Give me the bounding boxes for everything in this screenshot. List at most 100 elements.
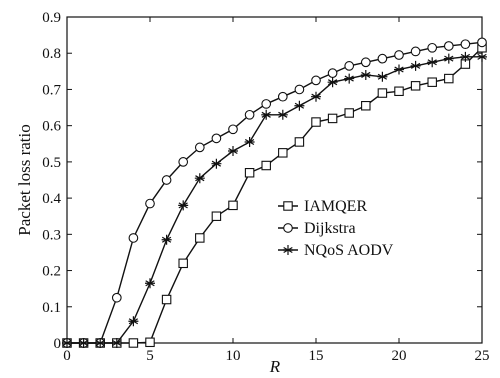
legend-label: Dijkstra <box>304 220 356 237</box>
data-point <box>161 175 172 185</box>
data-point <box>261 109 272 120</box>
data-point <box>145 337 155 348</box>
legend-marker <box>283 223 293 233</box>
data-point <box>161 294 172 305</box>
data-point <box>311 117 321 127</box>
data-point <box>443 41 454 51</box>
data-point <box>128 316 139 327</box>
legend-label: NQoS AODV <box>304 242 394 259</box>
data-point <box>194 142 205 153</box>
data-point <box>145 198 155 209</box>
series-line <box>67 47 483 344</box>
legend-item: NQoS AODV <box>278 242 394 259</box>
data-point <box>211 133 222 144</box>
data-point <box>327 113 338 124</box>
data-point <box>394 64 404 75</box>
data-point <box>427 42 438 53</box>
legend-marker <box>283 245 293 255</box>
y-axis-label: Packet loss ratio <box>15 124 34 235</box>
data-point <box>161 234 172 245</box>
data-point <box>460 39 471 50</box>
data-point <box>360 57 371 68</box>
data-point <box>228 146 238 157</box>
data-point <box>278 148 288 158</box>
data-point <box>228 200 238 211</box>
series-line <box>67 56 482 344</box>
data-point <box>244 168 255 178</box>
data-point <box>277 109 288 120</box>
legend-item: IAMQER <box>278 198 367 215</box>
data-point <box>344 108 354 118</box>
data-point <box>460 51 471 62</box>
data-point <box>78 338 89 348</box>
data-point <box>62 338 72 348</box>
y-tick-label: 0.6 <box>42 119 61 135</box>
y-tick-label: 0.1 <box>42 300 61 316</box>
tick-labels: 0 5 10 15 20 25 0 0.1 0.2 0.3 0.4 0.5 0.6 0.7 0.8 0.9 <box>42 10 489 364</box>
data-point <box>360 69 371 80</box>
data-point <box>178 258 188 269</box>
data-point <box>194 173 205 184</box>
data-point <box>327 77 338 88</box>
series-star <box>62 51 487 348</box>
data-point <box>178 157 189 167</box>
data-point <box>410 81 421 91</box>
y-tick-label: 0.7 <box>42 82 61 98</box>
legend-item: Dijkstra <box>278 220 356 237</box>
y-tick-label: 0.8 <box>42 46 61 62</box>
x-tick-label: 0 <box>63 348 71 364</box>
data-point <box>377 53 388 64</box>
data-point <box>377 88 388 98</box>
data-point <box>344 73 355 84</box>
data-point <box>477 51 487 62</box>
data-point <box>195 233 205 243</box>
data-point <box>394 86 404 97</box>
data-point <box>344 61 355 71</box>
data-point <box>444 73 454 84</box>
data-point <box>294 100 305 111</box>
data-point <box>427 57 438 68</box>
data-point <box>178 200 189 211</box>
data-point <box>244 136 255 147</box>
plot-frame <box>66 16 483 344</box>
data-point <box>377 71 388 82</box>
data-point <box>427 77 437 87</box>
x-tick-label: 25 <box>475 348 490 364</box>
y-tick-label: 0.5 <box>42 155 61 171</box>
series-layer <box>62 37 487 348</box>
data-point <box>244 109 255 120</box>
data-point <box>111 292 122 303</box>
x-tick-label: 20 <box>392 348 407 364</box>
data-point <box>294 84 305 95</box>
x-tick-label: 5 <box>146 348 154 364</box>
legend-label: IAMQER <box>304 198 367 215</box>
x-tick-label: 10 <box>226 348 241 364</box>
data-point <box>128 338 139 348</box>
y-tick-label: 0.9 <box>42 10 61 26</box>
data-point <box>394 50 404 60</box>
data-point <box>311 75 321 86</box>
y-tick-label: 0.2 <box>42 264 61 280</box>
legend-marker <box>283 201 293 211</box>
x-axis-label: R <box>269 357 281 376</box>
data-point <box>294 137 305 147</box>
data-point <box>211 158 222 169</box>
data-point <box>311 91 321 102</box>
data-point <box>443 53 454 64</box>
data-point <box>145 278 155 289</box>
series-square <box>62 43 487 348</box>
data-point <box>410 46 421 57</box>
data-point <box>261 160 271 171</box>
legend: IAMQER Dijkstra NQoS AODV <box>278 198 394 259</box>
x-tick-label: 15 <box>309 348 324 364</box>
data-point <box>327 68 338 78</box>
data-point <box>261 99 272 109</box>
data-point <box>95 338 106 348</box>
data-point <box>477 37 487 48</box>
data-point <box>277 91 288 102</box>
data-point <box>361 100 371 111</box>
y-tick-label: 0.4 <box>42 191 61 207</box>
data-point <box>211 211 222 221</box>
y-tick-label: 0.3 <box>42 227 61 243</box>
